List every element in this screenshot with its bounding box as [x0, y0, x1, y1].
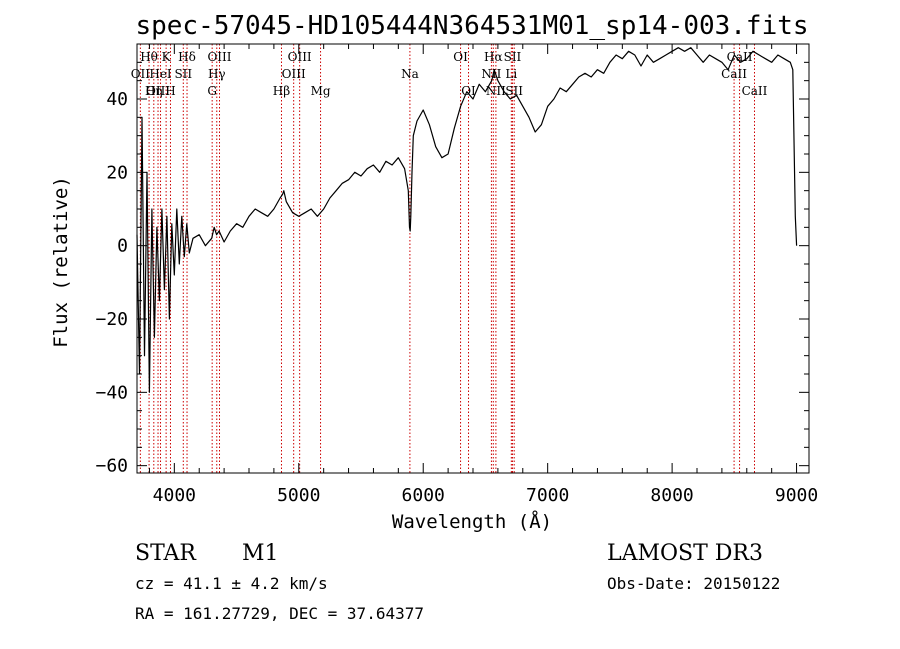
spectral-line-label: Mg [311, 84, 331, 98]
y-tick-label: −20 [95, 309, 128, 330]
spectral-line-label: SII [505, 84, 523, 98]
x-tick-label: 7000 [526, 485, 569, 506]
spectral-line-label: K [162, 50, 172, 64]
spectral-line-label: Hβ [273, 84, 290, 98]
observation-date: Obs-Date: 20150122 [607, 574, 780, 593]
redshift-velocity: cz = 41.1 ± 4.2 km/s [135, 574, 328, 593]
spectral-line-label: Hα [484, 50, 503, 64]
spectral-line-label: H [165, 84, 175, 98]
spectral-line-label: Hγ [208, 67, 226, 81]
x-axis-title: Wavelength (Å) [392, 510, 552, 533]
spectral-line-label: G [207, 84, 217, 98]
x-tick-label: 6000 [402, 485, 445, 506]
spectral-line-label: Hδ [178, 50, 196, 64]
y-tick-label: −40 [95, 382, 128, 403]
y-axis-title: Flux (relative) [50, 176, 72, 348]
spectral-line-label: OIII [207, 50, 231, 64]
x-axis-ticks: 4000 5000 6000 7000 8000 9000 [148, 44, 818, 506]
x-tick-label: 5000 [277, 485, 320, 506]
spectral-line-label: HeI [149, 67, 172, 81]
survey-name: LAMOST DR3 [607, 541, 763, 566]
y-tick-label: 0 [117, 236, 128, 257]
x-tick-label: 9000 [775, 485, 818, 506]
x-tick-label: 8000 [650, 485, 693, 506]
chart-title: spec-57045-HD105444N364531M01_sp14-003.f… [135, 11, 808, 41]
spectral-line-label: OI [453, 50, 468, 64]
spectral-line-label: CaII [727, 50, 753, 64]
y-axis-ticks: −60 −40 −20 0 20 40 [95, 43, 809, 477]
spectral-line-label: SII [504, 50, 522, 64]
y-tick-label: −60 [95, 456, 128, 477]
spectrum-line-group [136, 47, 798, 393]
plot-frame [136, 43, 810, 474]
spectral-line-label: OIII [288, 50, 312, 64]
spectrum-line [136, 47, 798, 393]
spectral-line-label: Na [401, 67, 419, 81]
spectral-line-label: CaII [721, 67, 747, 81]
x-tick-label: 4000 [153, 485, 196, 506]
spectral-line-label: SII [174, 67, 192, 81]
spectral-line-label: Li [505, 67, 517, 81]
spectral-line-label: CaII [742, 84, 768, 98]
object-class: STAR [135, 541, 197, 566]
spectral-line-label: OIII [282, 67, 306, 81]
spectral-line-label: OI [461, 84, 476, 98]
spectral-line-markers [139, 44, 755, 473]
spectral-line-label: OIII [146, 84, 170, 98]
spectral-line-label: Hθ [140, 50, 158, 64]
spectral-line-label: OII [131, 67, 151, 81]
coordinates: RA = 161.27729, DEC = 37.64377 [135, 604, 424, 623]
y-tick-label: 40 [106, 89, 128, 110]
y-tick-label: 20 [106, 162, 128, 183]
subclass: M1 [242, 541, 279, 566]
spectral-line-label: Hη [145, 84, 163, 98]
